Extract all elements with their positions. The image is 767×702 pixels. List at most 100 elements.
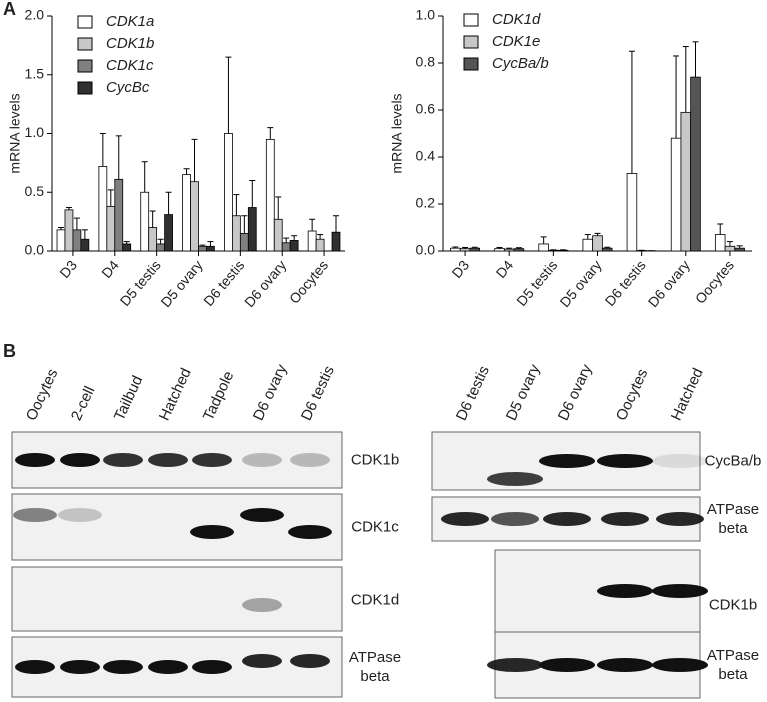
legend-label: CDK1a — [106, 13, 154, 30]
bar — [724, 245, 736, 252]
x-tick-label: D6 ovary — [241, 257, 289, 310]
bar — [670, 137, 682, 252]
blot-band — [543, 512, 591, 526]
y-tick-label: 0.2 — [416, 195, 436, 211]
bar — [450, 247, 461, 252]
blot-band — [192, 453, 232, 467]
bar — [680, 111, 692, 252]
blot-label: CycBa/b — [704, 452, 762, 470]
bar — [592, 235, 603, 252]
blot-band — [539, 454, 595, 468]
legend-label: CDK1b — [106, 35, 154, 52]
bar — [494, 248, 505, 252]
bar — [98, 165, 108, 252]
x-tick-label: D3 — [448, 257, 472, 281]
x-tick-label: D4 — [98, 257, 122, 281]
bar — [80, 238, 90, 252]
y-axis-label: mRNA levels — [389, 93, 405, 173]
x-tick-label: D5 testis — [117, 257, 164, 309]
bar — [469, 247, 481, 252]
y-tick-label: 0.0 — [416, 242, 436, 258]
lane-label: Hatched — [156, 366, 195, 424]
bar — [557, 249, 569, 252]
lane-label: D6 ovary — [555, 361, 596, 423]
bar — [106, 205, 116, 252]
blot-label: CDK1b — [350, 451, 400, 469]
lane-label: Hatched — [668, 366, 707, 424]
bar — [198, 245, 207, 252]
blot-band — [192, 660, 232, 674]
bar — [714, 234, 726, 252]
blot-band — [290, 453, 330, 467]
blot-label: ATPase beta — [706, 501, 760, 537]
y-axis-label: mRNA levels — [7, 93, 23, 173]
bar — [140, 191, 150, 252]
x-tick-label: Oocytes — [692, 257, 737, 307]
blot-band — [58, 508, 102, 522]
y-tick-label: 2.0 — [25, 7, 45, 23]
blot-band — [597, 584, 653, 598]
blot-label: CDK1b — [708, 596, 758, 614]
bar — [190, 181, 199, 252]
blot-band — [15, 660, 55, 674]
blot-label: CDK1c — [351, 518, 399, 536]
blot-band — [597, 658, 653, 672]
blot-band — [103, 660, 143, 674]
blot-band — [242, 598, 282, 612]
bar — [273, 218, 283, 252]
y-tick-label: 0.0 — [25, 242, 45, 258]
blot-band — [148, 660, 188, 674]
bar — [601, 247, 613, 252]
lane-label: D6 testis — [453, 363, 493, 423]
legend-swatch — [463, 35, 479, 49]
bar — [315, 238, 325, 252]
blot-band — [487, 658, 543, 672]
legend-label: CycBc — [106, 79, 150, 96]
bar — [206, 245, 215, 252]
bar — [538, 243, 549, 252]
bar — [64, 209, 74, 252]
legend-swatch — [77, 59, 93, 73]
blot — [11, 566, 343, 632]
lane-label: D6 testis — [298, 363, 338, 423]
bar — [281, 242, 291, 252]
x-tick-label: D5 ovary — [157, 257, 205, 310]
bar — [459, 248, 471, 252]
y-tick-label: 0.4 — [416, 148, 436, 164]
blot-band — [441, 512, 489, 526]
bar — [503, 248, 515, 252]
y-tick-label: 0.8 — [416, 54, 436, 70]
x-tick-label: D6 testis — [602, 257, 649, 309]
legend-swatch — [77, 15, 93, 29]
blot-band — [491, 512, 539, 526]
legend-label: CycBa/b — [492, 55, 549, 72]
y-tick-label: 1.0 — [416, 7, 436, 23]
blot-band — [242, 654, 282, 668]
blot-band — [13, 508, 57, 522]
legend-label: CDK1c — [106, 57, 154, 74]
blot-band — [487, 472, 543, 486]
blot — [11, 493, 343, 561]
blot-band — [288, 525, 332, 539]
blot-band — [60, 453, 100, 467]
blot-band — [60, 660, 100, 674]
bar — [56, 229, 66, 252]
legend-swatch — [77, 37, 93, 51]
blot-band — [652, 658, 708, 672]
blot-band — [148, 453, 188, 467]
panel-label: A — [3, 0, 16, 19]
bar — [232, 215, 241, 252]
y-tick-label: 1.0 — [25, 124, 45, 140]
bar — [734, 247, 745, 252]
lane-label: Oocytes — [613, 366, 652, 423]
bar — [289, 240, 299, 252]
bar — [582, 238, 594, 252]
y-tick-label: 0.5 — [25, 183, 45, 199]
bar — [156, 243, 165, 252]
blot-band — [290, 654, 330, 668]
lane-label: D5 ovary — [503, 361, 544, 423]
blot-band — [601, 512, 649, 526]
x-tick-label: D4 — [493, 257, 517, 281]
legend-swatch — [463, 57, 479, 71]
